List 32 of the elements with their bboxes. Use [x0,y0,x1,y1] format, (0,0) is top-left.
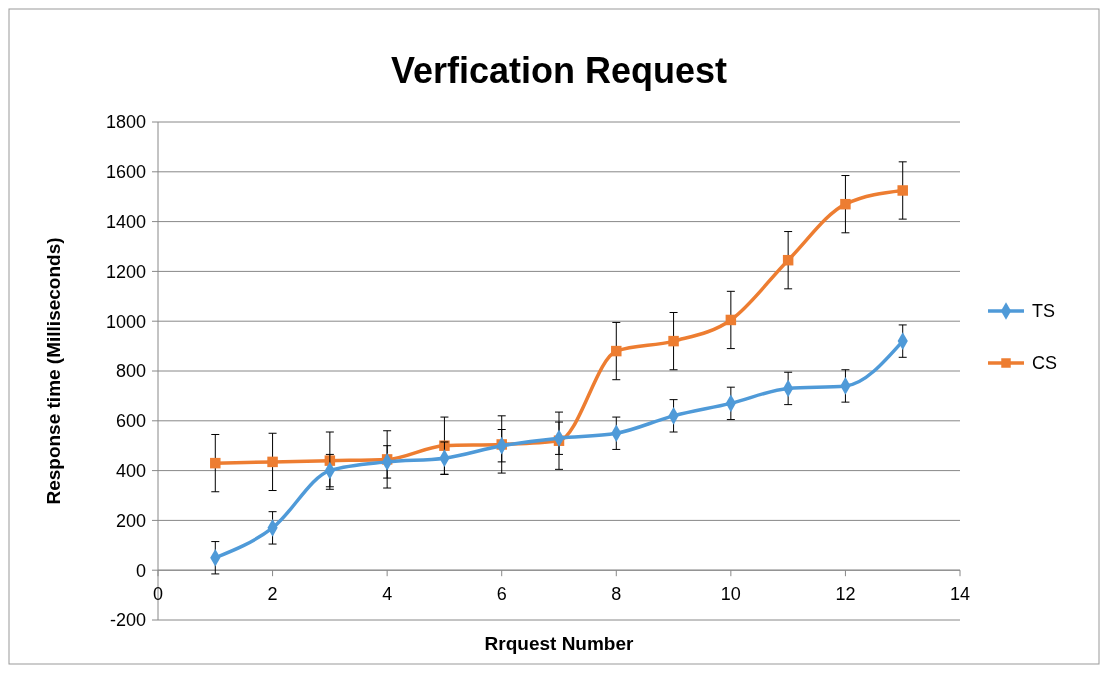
y-tick-label: 1200 [105,261,146,282]
x-tick-label: 8 [611,584,622,605]
x-tick-label: 4 [382,584,393,605]
legend-label: CS [1032,353,1058,374]
point [840,198,851,210]
x-axis-title: Rrquest Number [484,633,635,654]
point [897,185,908,196]
point [668,335,679,347]
y-tick-label: 1000 [105,311,146,332]
x-tick-label: 14 [949,584,971,605]
x-tick-label: 10 [720,584,741,605]
x-tick-label: 2 [267,584,278,605]
x-tick-label: 6 [496,584,507,605]
point [725,314,737,326]
point [210,457,221,469]
y-axis-title: Response time (Milliseconds) [43,237,64,505]
legend-label: TS [1032,301,1056,322]
y-tick-label: 1600 [105,162,146,183]
y-tick-label: 800 [115,361,146,382]
y-tick-label: 600 [115,411,146,432]
y-tick-label: 400 [115,460,146,481]
y-tick-label: -200 [109,610,146,631]
x-tick-label: 0 [152,584,164,605]
y-tick-label: 0 [135,560,146,581]
chart-title: Verfication Request [390,50,728,91]
x-tick-label: 12 [835,584,856,605]
point [782,254,794,266]
point [611,345,622,357]
y-tick-label: 1400 [105,211,146,232]
y-tick-label: 1800 [105,112,146,133]
point [267,456,278,468]
y-tick-label: 200 [115,510,146,531]
